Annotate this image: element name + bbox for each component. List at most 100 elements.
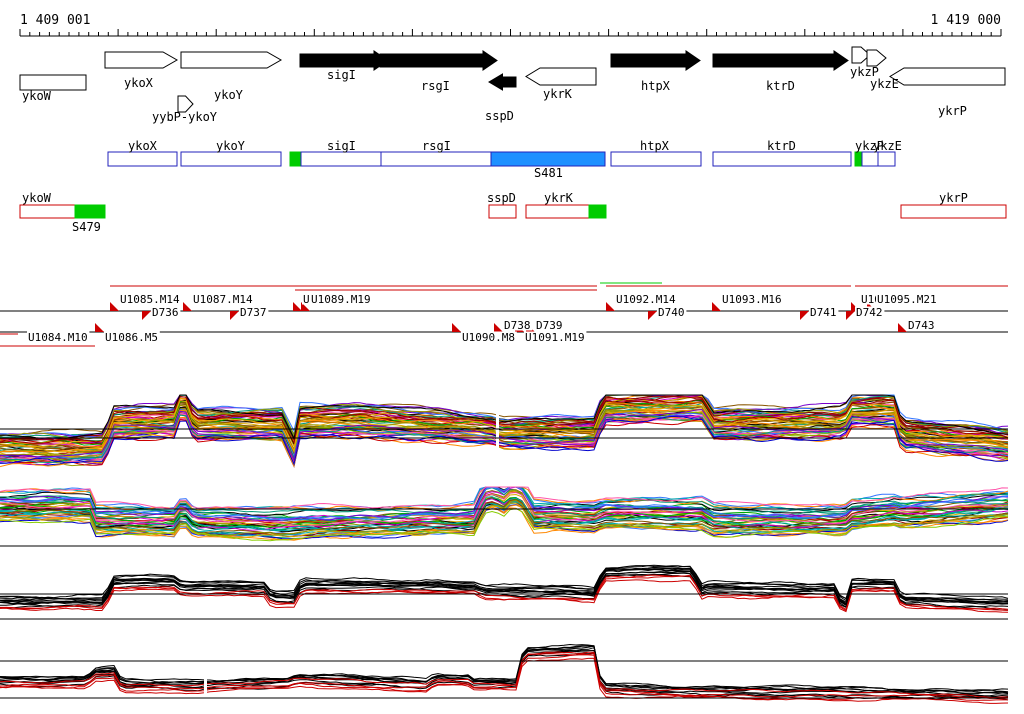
transcript-ykoX[interactable] [107,151,178,167]
profile-trace [0,399,1009,446]
breakpoint-marker-U1085[interactable] [110,302,119,311]
profile-trace [0,395,1008,448]
profile-trace [0,486,1009,521]
profile-trace [0,579,1009,613]
breakpoint-marker-U1086[interactable] [95,323,104,332]
segment-label-U1085.M14-bg [119,293,182,305]
gene-ykoY[interactable] [180,51,283,69]
signal-gap [496,398,499,458]
transcript-green-2[interactable] [854,151,863,167]
breakpoint-marker-D738[interactable] [494,323,503,332]
segment-label-U1092.M14: U1092.M14 [616,293,676,306]
blue-track-label-ykzP: ykzP [855,139,884,153]
green-segment-ykrK[interactable] [588,204,607,219]
transcript-sigI[interactable] [300,151,382,167]
gene-label-rsgI: rsgI [421,79,450,93]
segment-label-U1089.M19: U1089.M19 [311,293,371,306]
gene-sspD[interactable] [488,73,517,91]
transcript-S481[interactable] [490,151,606,167]
blue-track-label-sigI: sigI [327,139,356,153]
segment-label-U1091.M19: U1091.M19 [525,331,585,344]
gene-label-ykoW: ykoW [22,89,52,103]
gene-ykzE[interactable] [866,49,887,67]
segment-label-D743-bg [907,319,937,331]
segment-label-U1084.M10: U1084.M10 [28,331,88,344]
blue-track-label-ykoY: ykoY [216,139,246,153]
breakpoint-marker-U1090[interactable] [452,323,461,332]
gene-label-htpX: htpX [641,79,671,93]
profile-trace [0,394,1009,438]
red-track-label-ykrP: ykrP [939,191,968,205]
transcript-ykoY[interactable] [180,151,282,167]
gene-label-ykoX: ykoX [124,76,154,90]
profile-trace [0,643,1009,692]
segment-label-U1084.M10-bg [27,331,90,343]
transcript-rsgI[interactable] [380,151,492,167]
profile-trace [0,404,1009,456]
transcript-ykzP[interactable] [861,151,879,167]
breakpoint-marker-U1087[interactable] [183,302,192,311]
segment-label-D741-bg [809,306,839,318]
breakpoint-marker-U1093[interactable] [712,302,721,311]
segment-label-D736-bg [151,306,181,318]
blue-track-label-ktrD: ktrD [767,139,796,153]
segment-label-U1085.M14: U1085.M14 [120,293,180,306]
profile-trace [0,394,1008,441]
breakpoint-marker-D737[interactable] [230,311,239,320]
breakpoint-marker-D742[interactable] [846,311,855,320]
gene-ykoW[interactable] [19,74,87,91]
segment-label-U1086.M5: U1086.M5 [105,331,158,344]
profile-panel-3 [0,564,1009,613]
gene-ykoX[interactable] [104,51,179,69]
segment-label-D736: D736 [152,306,179,319]
breakpoint-marker-D743[interactable] [898,323,907,332]
gene-htpX[interactable] [610,50,701,71]
blue-track-label-ykoX: ykoX [128,139,158,153]
profile-trace [0,397,1009,448]
breakpoint-marker-D740[interactable] [648,311,657,320]
segment-label-U1089.M19-bg [310,293,373,305]
transcript-ykzE[interactable] [877,151,896,167]
transcript-htpX[interactable] [610,151,702,167]
antisense-ykrP[interactable] [900,204,1007,219]
gene-ykzP[interactable] [851,46,871,64]
profile-panel-2 [0,486,1009,542]
profile-trace [0,651,1009,699]
segment-label-U1090.M8: U1090.M8 [462,331,515,344]
gene-rsgI[interactable] [379,50,498,71]
antisense-sspD[interactable] [488,204,517,219]
gene-ykrK[interactable] [525,67,597,86]
gene-ktrD[interactable] [712,50,849,71]
blue-track-label-rsgI: rsgI [422,139,451,153]
breakpoint-marker-D741[interactable] [800,311,809,320]
profile-trace [0,567,1009,606]
red-track-label-sspD: sspD [487,191,516,205]
breakpoint-marker-U1088[interactable] [293,302,302,311]
segment-label-D742-bg [855,306,885,318]
segment-label-U1095.M21: U1095.M21 [877,293,937,306]
segment-label-U1090.M8-bg [461,331,517,343]
segment-label-D741: D741 [810,306,837,319]
gene-label-yybP-ykoY: yybP-ykoY [152,110,218,124]
gene-yybP-ykoY[interactable] [177,95,194,113]
gene-ykrP[interactable] [889,67,1006,86]
profile-trace [0,498,1009,531]
segment-label-U1092.M14-bg [615,293,678,305]
green-segment-ykoW[interactable] [74,204,106,219]
segment-label-D740-bg [657,306,687,318]
profile-trace [0,394,1009,445]
breakpoint-marker-D736[interactable] [142,311,151,320]
breakpoint-marker-U1092[interactable] [606,302,615,311]
segment-label-D739: D739 [536,319,563,332]
gene-label-ykzE: ykzE [870,77,899,91]
transcript-green-1[interactable] [289,151,302,167]
profile-trace [0,486,1009,522]
segment-label-D742: D742 [856,306,883,319]
profile-panel-4 [0,643,1009,704]
profile-trace [0,498,1009,531]
segment-label-U1087.M14: U1087.M14 [193,293,253,306]
transcript-ktrD[interactable] [712,151,852,167]
profile-trace [0,654,1009,701]
